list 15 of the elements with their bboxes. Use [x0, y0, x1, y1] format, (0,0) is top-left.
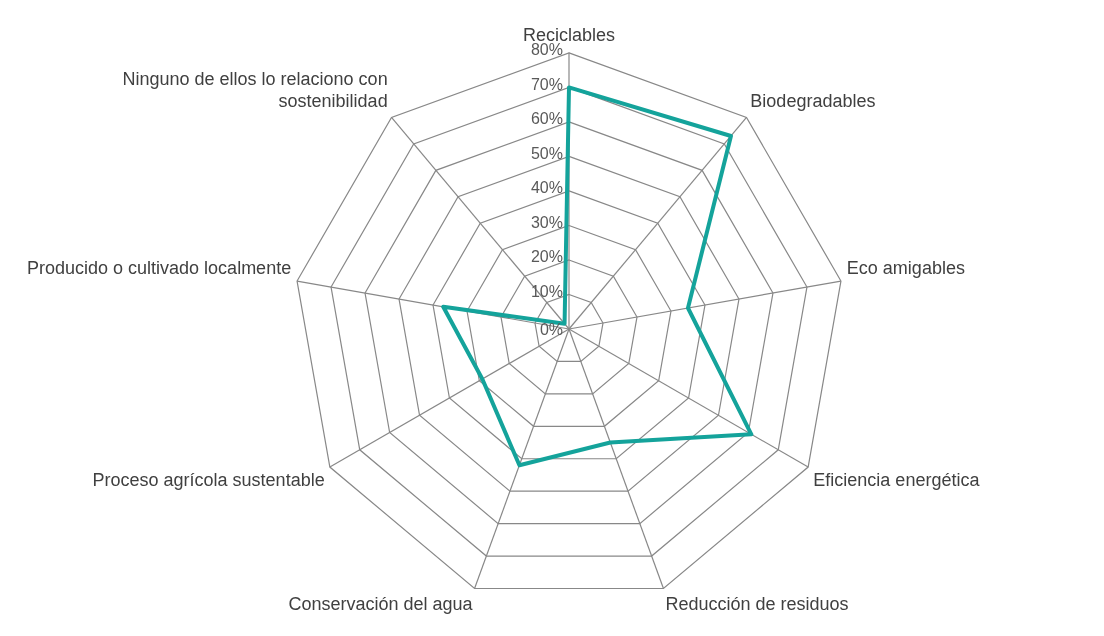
spoke-label: Proceso agrícola sustentable: [92, 469, 325, 490]
y-tick-label: 30%: [530, 213, 563, 231]
y-tick-label: 50%: [530, 144, 563, 162]
y-tick-label: 40%: [530, 179, 563, 197]
spoke-label: Conservación del agua: [288, 593, 474, 614]
spoke-label: Eficiencia energética: [813, 469, 981, 490]
y-tick-label: 70%: [530, 75, 563, 93]
spoke-label: Producido o cultivado localmente: [27, 258, 292, 279]
spoke-label: Ninguno de ellos lo relaciono con sostenibilidad: [122, 69, 388, 112]
spoke-label: Eco amigables: [846, 258, 965, 279]
y-tick-label: 0%: [539, 321, 563, 339]
spoke-label: Reducción de residuos: [665, 593, 849, 614]
y-tick-label: 20%: [530, 248, 563, 266]
spoke-label: Biodegradables: [750, 91, 876, 112]
y-tick-label: 60%: [530, 110, 563, 128]
